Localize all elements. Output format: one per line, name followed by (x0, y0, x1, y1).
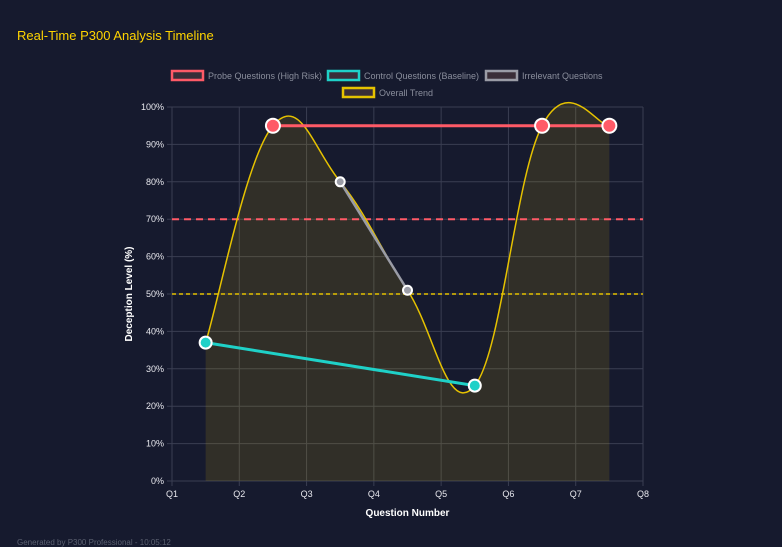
legend-label: Overall Trend (379, 88, 433, 98)
y-tick-label: 10% (146, 439, 164, 449)
x-tick-label: Q6 (502, 489, 514, 499)
y-axis-label: Deception Level (%) (124, 246, 135, 341)
y-tick-label: 90% (146, 139, 164, 149)
data-point (534, 117, 551, 134)
legend-label: Control Questions (Baseline) (364, 71, 479, 81)
y-tick-label: 70% (146, 214, 164, 224)
data-point (467, 378, 482, 393)
legend-swatch (341, 86, 376, 99)
series-line-2 (339, 181, 409, 291)
x-tick-label: Q5 (435, 489, 447, 499)
y-tick-label: 20% (146, 401, 164, 411)
legend-label: Probe Questions (High Risk) (208, 71, 322, 81)
y-tick-label: 60% (146, 252, 164, 262)
x-tick-label: Q8 (637, 489, 649, 499)
data-point (264, 117, 281, 134)
y-tick-label: 50% (146, 289, 164, 299)
y-tick-label: 0% (151, 476, 164, 486)
y-tick-label: 30% (146, 364, 164, 374)
data-point (601, 117, 618, 134)
x-axis-label: Question Number (366, 508, 450, 519)
data-point (334, 176, 346, 188)
x-tick-label: Q4 (368, 489, 380, 499)
footer-text: Generated by P300 Professional - 10:05:1… (17, 538, 171, 547)
x-tick-label: Q2 (233, 489, 245, 499)
x-tick-label: Q1 (166, 489, 178, 499)
data-point (198, 335, 213, 350)
y-tick-label: 40% (146, 326, 164, 336)
legend-swatch (170, 69, 205, 82)
series-line-1 (205, 341, 476, 388)
chart-title: Real-Time P300 Analysis Timeline (17, 28, 214, 43)
legend-label: Irrelevant Questions (522, 71, 603, 81)
y-tick-label: 80% (146, 177, 164, 187)
y-tick-label: 100% (141, 102, 164, 112)
data-point (402, 284, 413, 296)
legend-swatch (484, 69, 519, 82)
x-tick-label: Q3 (301, 489, 313, 499)
legend-swatch (326, 69, 361, 82)
trend-line (204, 101, 610, 394)
x-tick-label: Q7 (570, 489, 582, 499)
